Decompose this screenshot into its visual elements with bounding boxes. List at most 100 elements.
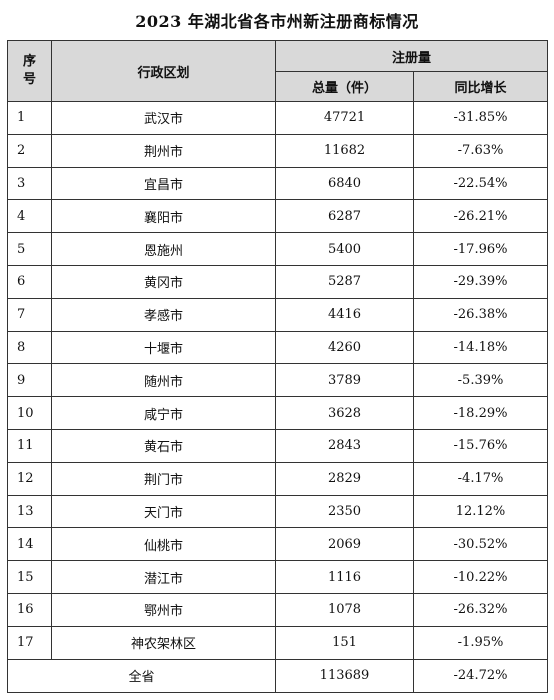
table-row: 12 荆门市 2829 -4.17% [7,461,549,496]
table-row: 14 仙桃市 2069 -30.52% [7,527,549,562]
summary-total: 113689 [275,658,414,693]
row-yoy: -31.85% [412,101,549,135]
row-region: 鄂州市 [51,592,276,627]
row-region: 襄阳市 [51,199,276,234]
row-index: 10 [7,396,52,430]
row-index: 17 [7,625,52,660]
summary-label: 全省 [7,658,276,693]
table-row: 16 鄂州市 1078 -26.32% [7,592,549,627]
row-region: 咸宁市 [51,396,276,430]
table-row: 6 黄冈市 5287 -29.39% [7,264,549,299]
row-total: 4260 [275,330,414,365]
row-region: 潜江市 [51,560,276,594]
table-row: 10 咸宁市 3628 -18.29% [7,396,549,430]
row-region: 天门市 [51,494,276,529]
table-row: 15 潜江市 1116 -10.22% [7,560,549,594]
header-group: 注册量 [274,40,549,72]
row-region: 随州市 [51,363,276,398]
table-row: 2 荆州市 11682 -7.63% [7,133,549,168]
row-index: 15 [7,560,52,594]
table-row: 3 宜昌市 6840 -22.54% [7,166,549,201]
trademark-table: 序 号 行政区划 注册量 总量（件） 同比增长 1 武汉市 47721 -31.85%… [7,40,549,693]
row-yoy: -5.39% [412,363,549,398]
row-region: 武汉市 [51,101,276,135]
row-yoy: -30.52% [412,527,549,562]
row-yoy: -26.32% [412,592,549,627]
row-index: 7 [7,297,52,332]
row-index: 11 [7,428,52,463]
row-yoy: -14.18% [412,330,549,365]
row-yoy: -7.63% [412,133,549,168]
header-index: 序 号 [7,40,52,102]
row-total: 3789 [275,363,414,398]
row-yoy: -26.38% [412,297,549,332]
row-region: 神农架林区 [51,625,276,660]
row-index: 6 [7,264,52,299]
row-region: 孝感市 [51,297,276,332]
row-total: 11682 [275,133,414,168]
row-total: 2843 [275,428,414,463]
row-index: 8 [7,330,52,365]
row-total: 2350 [275,494,414,529]
row-total: 1116 [275,560,414,594]
row-index: 3 [7,166,52,201]
row-region: 黄石市 [51,428,276,463]
row-index: 5 [7,232,52,266]
row-total: 47721 [275,101,414,135]
page-title: 2023 年湖北省各市州新注册商标情况 [135,12,419,31]
header-index-line1: 序 [22,54,36,69]
row-region: 宜昌市 [51,166,276,201]
row-index: 4 [7,199,52,234]
row-yoy: -1.95% [412,625,549,660]
summary-row: 全省 113689 -24.72% [7,658,549,693]
row-total: 3628 [275,396,414,430]
table-row: 8 十堰市 4260 -14.18% [7,330,549,365]
header-region: 行政区划 [51,40,276,102]
table-row: 13 天门市 2350 12.12% [7,494,549,529]
table-row: 1 武汉市 47721 -31.85% [7,101,549,135]
row-total: 6840 [275,166,414,201]
table-row: 4 襄阳市 6287 -26.21% [7,199,549,234]
row-region: 十堰市 [51,330,276,365]
header-yoy: 同比增长 [412,71,549,102]
row-region: 荆州市 [51,133,276,168]
row-region: 黄冈市 [51,264,276,299]
row-index: 16 [7,592,52,627]
header-total: 总量（件） [275,71,414,102]
table-row: 7 孝感市 4416 -26.38% [7,297,549,332]
row-total: 1078 [275,592,414,627]
row-yoy: -4.17% [412,461,549,496]
table-row: 11 黄石市 2843 -15.76% [7,428,549,463]
table-row: 5 恩施州 5400 -17.96% [7,232,549,266]
row-index: 2 [7,133,52,168]
row-yoy: -26.21% [412,199,549,234]
row-region: 荆门市 [51,461,276,496]
header-row: 序 号 行政区划 注册量 [7,40,549,102]
row-region: 恩施州 [51,232,276,266]
table-row: 17 神农架林区 151 -1.95% [7,625,549,660]
row-total: 5287 [275,264,414,299]
row-yoy: -15.76% [412,428,549,463]
row-total: 2069 [275,527,414,562]
header-index-line2: 号 [22,72,36,87]
table-row: 9 随州市 3789 -5.39% [7,363,549,398]
subheader-row: 总量（件） 同比增长 [8,71,549,102]
summary-yoy: -24.72% [412,658,549,693]
row-index: 1 [7,101,52,135]
row-yoy: -29.39% [412,264,549,299]
row-index: 14 [7,527,52,562]
row-total: 2829 [275,461,414,496]
row-index: 12 [7,461,52,496]
row-yoy: -17.96% [412,232,549,266]
row-yoy: -18.29% [412,396,549,430]
row-region: 仙桃市 [51,527,276,562]
row-index: 9 [7,363,52,398]
row-yoy: -10.22% [412,560,549,594]
row-index: 13 [7,494,52,529]
row-yoy: -22.54% [412,166,549,201]
row-total: 6287 [275,199,414,234]
row-total: 151 [275,625,414,660]
row-yoy: 12.12% [412,494,549,529]
row-total: 4416 [275,297,414,332]
row-total: 5400 [275,232,414,266]
